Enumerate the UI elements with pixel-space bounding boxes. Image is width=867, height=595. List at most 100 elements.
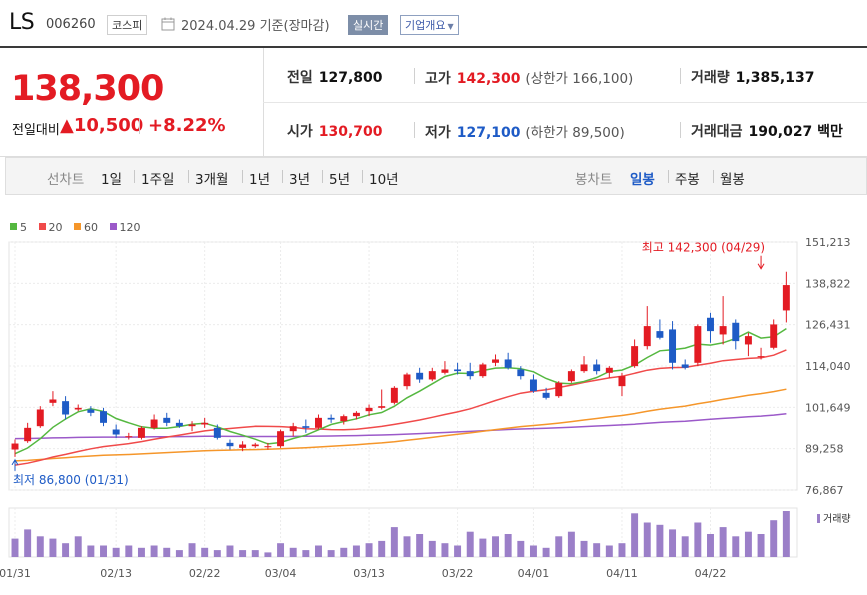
high-price: 고가 142,300 (상한가 166,100) <box>425 67 633 88</box>
candle-body <box>302 426 310 428</box>
ma60-line <box>14 388 787 462</box>
period-1d[interactable]: 1일 <box>101 172 123 188</box>
volume-bar <box>137 547 145 557</box>
period-daily[interactable]: 일봉 <box>630 172 655 188</box>
lower-value: 89,500) <box>572 125 625 141</box>
period-10y[interactable]: 10년 <box>369 172 399 188</box>
period-1w[interactable]: 1주일 <box>141 172 175 188</box>
change-label: 전일대비 <box>12 123 60 138</box>
candle-body <box>226 442 234 447</box>
candle-body <box>694 326 702 363</box>
volume-bar <box>378 540 386 557</box>
volume-bar <box>340 547 348 557</box>
company-info-dropdown[interactable]: 기업개요 ▼ <box>400 15 459 35</box>
volume-bar <box>605 545 613 557</box>
volume-bar <box>24 529 32 557</box>
volume-bar <box>49 538 57 557</box>
candle-body <box>428 371 436 380</box>
realtime-button[interactable]: 실시간 <box>348 15 389 35</box>
volume-bar <box>403 536 411 557</box>
trade-amount: 거래대금 190,027 백만 <box>691 121 843 141</box>
legend-swatch <box>74 223 81 230</box>
volume-label: 거래량 <box>823 513 851 525</box>
legend-label: 5 <box>20 221 27 234</box>
volume-bar <box>100 545 107 557</box>
candle-body <box>213 427 221 438</box>
volume-bar <box>239 550 247 557</box>
candle-body <box>11 443 19 450</box>
quote-row-1: 전일 127,800 고가 142,300 (상한가 166,100) 거래량 1,3… <box>263 48 867 103</box>
volume-bar <box>757 534 765 557</box>
candle-body <box>504 359 512 368</box>
legend-ma60: 60 <box>74 221 98 234</box>
candle-body <box>416 372 424 380</box>
candle-body <box>125 436 133 438</box>
candle-body <box>593 364 601 372</box>
ma-legend: 5 20 60 120 <box>10 221 149 234</box>
volume-bar <box>315 545 322 557</box>
volume-bar <box>669 529 677 557</box>
volume-bar <box>327 550 335 557</box>
candle-body <box>150 419 158 428</box>
candle-body <box>492 359 499 363</box>
x-tick-label: 03/13 <box>353 567 385 580</box>
divider <box>282 170 283 183</box>
candle-body <box>188 424 196 427</box>
candle-body <box>479 364 487 377</box>
volume-bar <box>226 545 234 557</box>
candle-body <box>137 427 145 438</box>
volume-value: 1,385,137 <box>735 70 815 86</box>
candle-body <box>36 409 44 427</box>
divider <box>322 170 323 183</box>
volume-bar <box>201 547 209 557</box>
legend-swatch <box>38 223 46 230</box>
volume-bar <box>719 527 727 557</box>
volume-legend-swatch <box>817 514 820 523</box>
period-3y[interactable]: 3년 <box>289 172 311 188</box>
volume-bar <box>416 534 424 557</box>
open-value: 130,700 <box>318 124 383 140</box>
x-tick-label: 02/22 <box>189 567 221 580</box>
volume-bar <box>770 520 778 557</box>
x-tick-label: 01/31 <box>0 567 31 580</box>
volume-bar <box>11 538 19 557</box>
volume-label: 거래량 <box>691 70 730 86</box>
volume-bar <box>251 550 259 557</box>
date-value: 2024.04.29 <box>181 19 256 34</box>
x-tick-label: 03/04 <box>265 567 297 580</box>
candle-chart-label: 봉차트 <box>575 172 613 188</box>
candle-body <box>24 427 32 442</box>
volume-bar <box>277 543 285 557</box>
candle-body <box>567 371 575 382</box>
legend-ma5: 5 <box>10 221 27 234</box>
amount-unit: 백만 <box>817 124 843 140</box>
low-value: 127,100 <box>456 125 521 141</box>
candle-body <box>707 317 714 332</box>
candle-body <box>74 407 82 410</box>
period-monthly[interactable]: 월봉 <box>720 172 745 188</box>
candle-body <box>757 356 765 358</box>
high-value: 142,300 <box>456 71 521 87</box>
prev-close: 전일 127,800 <box>287 67 383 87</box>
candle-body <box>529 379 537 392</box>
open-price: 시가 130,700 <box>287 121 383 141</box>
ma5-line <box>14 327 787 455</box>
candle-body <box>466 371 474 377</box>
volume-bar <box>74 536 82 557</box>
volume-bar <box>163 547 171 557</box>
period-5y[interactable]: 5년 <box>329 172 351 188</box>
candle-body <box>517 369 525 377</box>
candle-body <box>289 426 297 432</box>
period-3m[interactable]: 3개월 <box>195 172 229 188</box>
candle-body <box>390 387 398 403</box>
ma20-line <box>14 349 787 466</box>
volume-bar <box>694 522 702 557</box>
lower-label: (하한가 <box>525 125 568 141</box>
x-tick-label: 03/22 <box>442 567 474 580</box>
period-1y[interactable]: 1년 <box>249 172 271 188</box>
candle-body <box>542 392 550 398</box>
change-percent: +8.22% <box>148 115 226 136</box>
legend-label: 20 <box>48 221 63 234</box>
candle-body <box>744 336 752 345</box>
period-weekly[interactable]: 주봉 <box>675 172 700 188</box>
